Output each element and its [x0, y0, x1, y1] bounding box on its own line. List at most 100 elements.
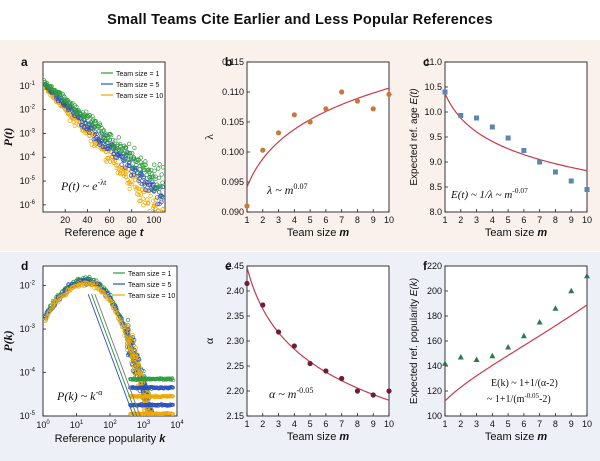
data-point-series-1 — [152, 162, 157, 167]
data-point-series-1 — [117, 141, 123, 147]
data-point-series-3 — [133, 345, 138, 350]
data-point-series-3 — [141, 196, 146, 201]
y-tick-label: 180 — [427, 311, 442, 321]
y-tick-exp: -5 — [30, 176, 36, 182]
data-point-series-1 — [101, 128, 107, 133]
data-point-series-2 — [119, 162, 124, 167]
data-point-floor — [171, 378, 175, 383]
panel-a-label: a — [21, 55, 28, 69]
y-axis-label: Expected ref. popularity E(k) — [409, 278, 420, 404]
panel-c-label: c — [423, 55, 430, 69]
y-tick-base: 10 — [20, 81, 30, 91]
x-axis-label: Team size m — [485, 431, 548, 443]
data-point-series-3 — [75, 116, 81, 121]
data-point-series-1 — [148, 177, 153, 182]
y-tick-exp: -4 — [30, 152, 36, 158]
data-point — [536, 319, 543, 325]
y-axis-label: P(t) — [1, 128, 15, 147]
data-point-series-3 — [138, 371, 143, 376]
data-point-series-3 — [71, 119, 77, 124]
y-tick-base: 10 — [20, 281, 30, 291]
data-point — [244, 280, 250, 287]
y-tick-exp: -2 — [30, 105, 36, 111]
y-axis-label-text: Expected ref. popularity — [409, 296, 420, 404]
x-tick-label: 102 — [103, 420, 117, 430]
panel-b-annotation: λ ~ m0.07 — [266, 182, 308, 197]
y-axis-label: λ — [202, 134, 216, 140]
panel-d-axes-frame — [42, 265, 178, 417]
y-tick-label: 0.095 — [221, 177, 244, 187]
data-point — [568, 178, 574, 184]
data-point-series-1 — [103, 137, 108, 142]
y-tick-label: 10-5 — [20, 176, 36, 186]
y-tick-label: 10-5 — [20, 411, 36, 421]
panel-d-data — [43, 274, 175, 416]
data-point — [505, 135, 511, 141]
data-point-series-3 — [136, 364, 141, 369]
data-point-series-1 — [65, 98, 70, 103]
data-point-series-1 — [61, 93, 66, 99]
panel-a-annotation: P(t) ~ e-λt — [60, 178, 107, 193]
data-point-floor — [147, 377, 152, 382]
data-point-series-2 — [100, 144, 106, 149]
x-tick-label: 20 — [60, 215, 70, 225]
data-point — [520, 332, 527, 339]
data-point-series-1 — [43, 78, 47, 83]
x-tick-label: 5 — [308, 215, 313, 225]
data-point-series-3 — [125, 325, 130, 330]
x-tick-exp: 1 — [80, 420, 84, 426]
panel-b-annotation-base: λ ~ m — [266, 183, 294, 197]
data-point — [584, 187, 590, 192]
figure-title: Small Teams Cite Earlier and Less Popula… — [107, 12, 493, 28]
data-point — [370, 106, 376, 112]
data-point-series-3 — [131, 339, 136, 344]
data-point-series-3 — [127, 186, 132, 192]
data-point-series-1 — [125, 150, 131, 156]
panel-d-annotation-sup: -α — [95, 388, 103, 397]
x-tick-label: 104 — [170, 420, 184, 430]
data-point-floor — [156, 386, 161, 390]
x-tick-label: 100 — [146, 215, 161, 225]
panel-f-annotation-line2-tail: -2) — [539, 394, 551, 405]
data-point-series-1 — [84, 109, 89, 114]
x-axis-label-text: Reference age — [65, 227, 140, 239]
y-tick-exp: -2 — [30, 281, 36, 287]
data-point-series-1 — [123, 156, 128, 162]
data-point-floor — [158, 385, 163, 390]
panel-a: a20 40 60 80 10010-610-510-410-310-210-1Team… — [1, 55, 166, 239]
data-point-series-3 — [123, 331, 129, 336]
x-axis-label: Team size m — [287, 227, 350, 239]
y-tick-label: 10-4 — [20, 368, 36, 378]
data-point-floor — [171, 402, 175, 407]
data-point-series-1 — [49, 84, 54, 89]
x-tick-label: 100 — [36, 420, 50, 430]
y-axis-label-text: P(t) — [1, 128, 15, 147]
data-point-series-1 — [90, 114, 95, 119]
y-tick-label: 9.0 — [429, 157, 442, 167]
data-point — [537, 159, 543, 165]
fit-curve — [445, 93, 587, 172]
fit-curve — [247, 267, 389, 401]
data-point-series-2 — [118, 153, 123, 158]
x-tick-label: 2 — [260, 215, 265, 225]
x-tick-base: 10 — [103, 420, 113, 430]
x-tick-label: 8 — [553, 215, 558, 225]
data-point-series-3 — [107, 155, 112, 160]
data-point — [489, 124, 495, 130]
data-point-series-1 — [155, 184, 160, 189]
data-point-series-1 — [160, 180, 165, 185]
data-point-series-1 — [109, 133, 114, 138]
x-tick-label: 4 — [490, 419, 495, 429]
data-point-series-3 — [111, 160, 116, 165]
data-point — [323, 368, 329, 374]
x-tick-exp: 4 — [180, 420, 184, 426]
data-point-series-1 — [138, 155, 143, 160]
data-point — [474, 115, 480, 121]
panel-b: b 1 2 3 4 5 6 7 8 9 10 0.090 0.095 0.100 0.105 0.110 0.1… — [202, 55, 394, 239]
data-point-series-3 — [123, 174, 129, 179]
x-axis-label-var: m — [537, 431, 547, 443]
y-tick-label: 10-4 — [20, 152, 36, 162]
data-point-series-3 — [136, 362, 141, 367]
panel-d-annotation-base: P(k) ~ k — [56, 389, 96, 403]
